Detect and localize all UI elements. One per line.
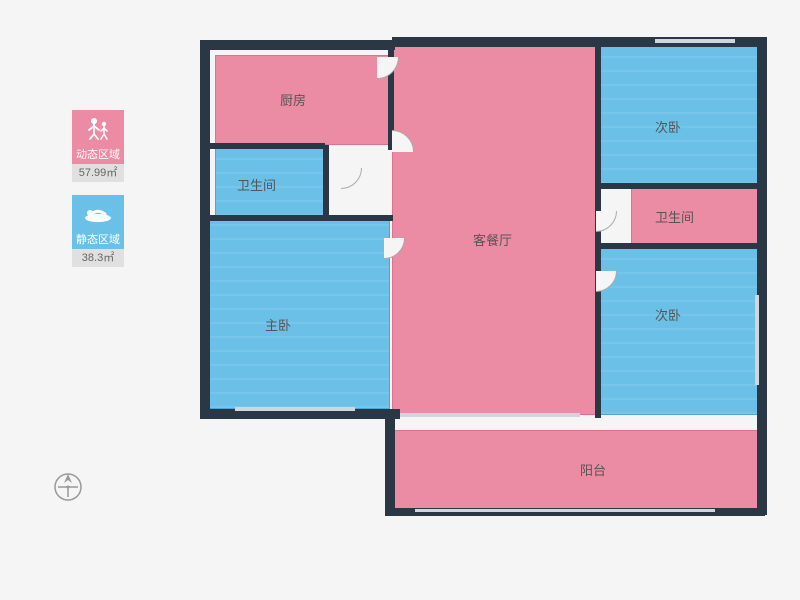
legend-dynamic-value: 57.99㎡ (72, 164, 124, 182)
window-segment (235, 407, 355, 411)
legend-dynamic-label: 动态区域 (72, 146, 124, 164)
room-master (205, 219, 390, 409)
wall-segment (385, 415, 395, 513)
wall-segment (205, 40, 395, 50)
room-label-balcony: 阳台 (580, 460, 606, 479)
room-label-bed2: 次卧 (655, 117, 681, 136)
compass-icon (48, 465, 88, 510)
room-label-master: 主卧 (265, 315, 291, 334)
window-segment (655, 39, 735, 43)
room-bed3 (599, 247, 759, 415)
room-label-living: 客餐厅 (473, 230, 512, 249)
room-label-bath2: 卫生间 (655, 207, 694, 226)
wall-segment (323, 145, 329, 219)
legend-static-value: 38.3㎡ (72, 249, 124, 267)
window-segment (415, 509, 715, 512)
wall-segment (595, 243, 763, 249)
room-bath2 (631, 187, 759, 245)
legend-static: 静态区域 38.3㎡ (72, 195, 124, 267)
wall-segment (205, 215, 393, 221)
room-balcony (392, 430, 759, 510)
sleep-icon (72, 195, 124, 231)
wall-segment (200, 40, 210, 415)
wall-segment (757, 37, 767, 515)
legend-dynamic: 动态区域 57.99㎡ (72, 110, 124, 182)
window-segment (400, 413, 580, 417)
room-label-bed3: 次卧 (655, 305, 681, 324)
room-label-bath1: 卫生间 (237, 175, 276, 194)
legend-static-label: 静态区域 (72, 231, 124, 249)
window-segment (755, 295, 759, 385)
room-label-kitchen: 厨房 (280, 90, 306, 109)
floor-plan-canvas: 动态区域 57.99㎡ 静态区域 38.3㎡ 厨房卫生间主卧客餐厅次卧卫生间次卧… (0, 0, 800, 600)
floor-plan: 厨房卫生间主卧客餐厅次卧卫生间次卧阳台 (195, 35, 770, 555)
wall-segment (205, 143, 325, 149)
wall-segment (595, 183, 763, 189)
room-bed2 (599, 45, 759, 185)
people-icon (72, 110, 124, 146)
